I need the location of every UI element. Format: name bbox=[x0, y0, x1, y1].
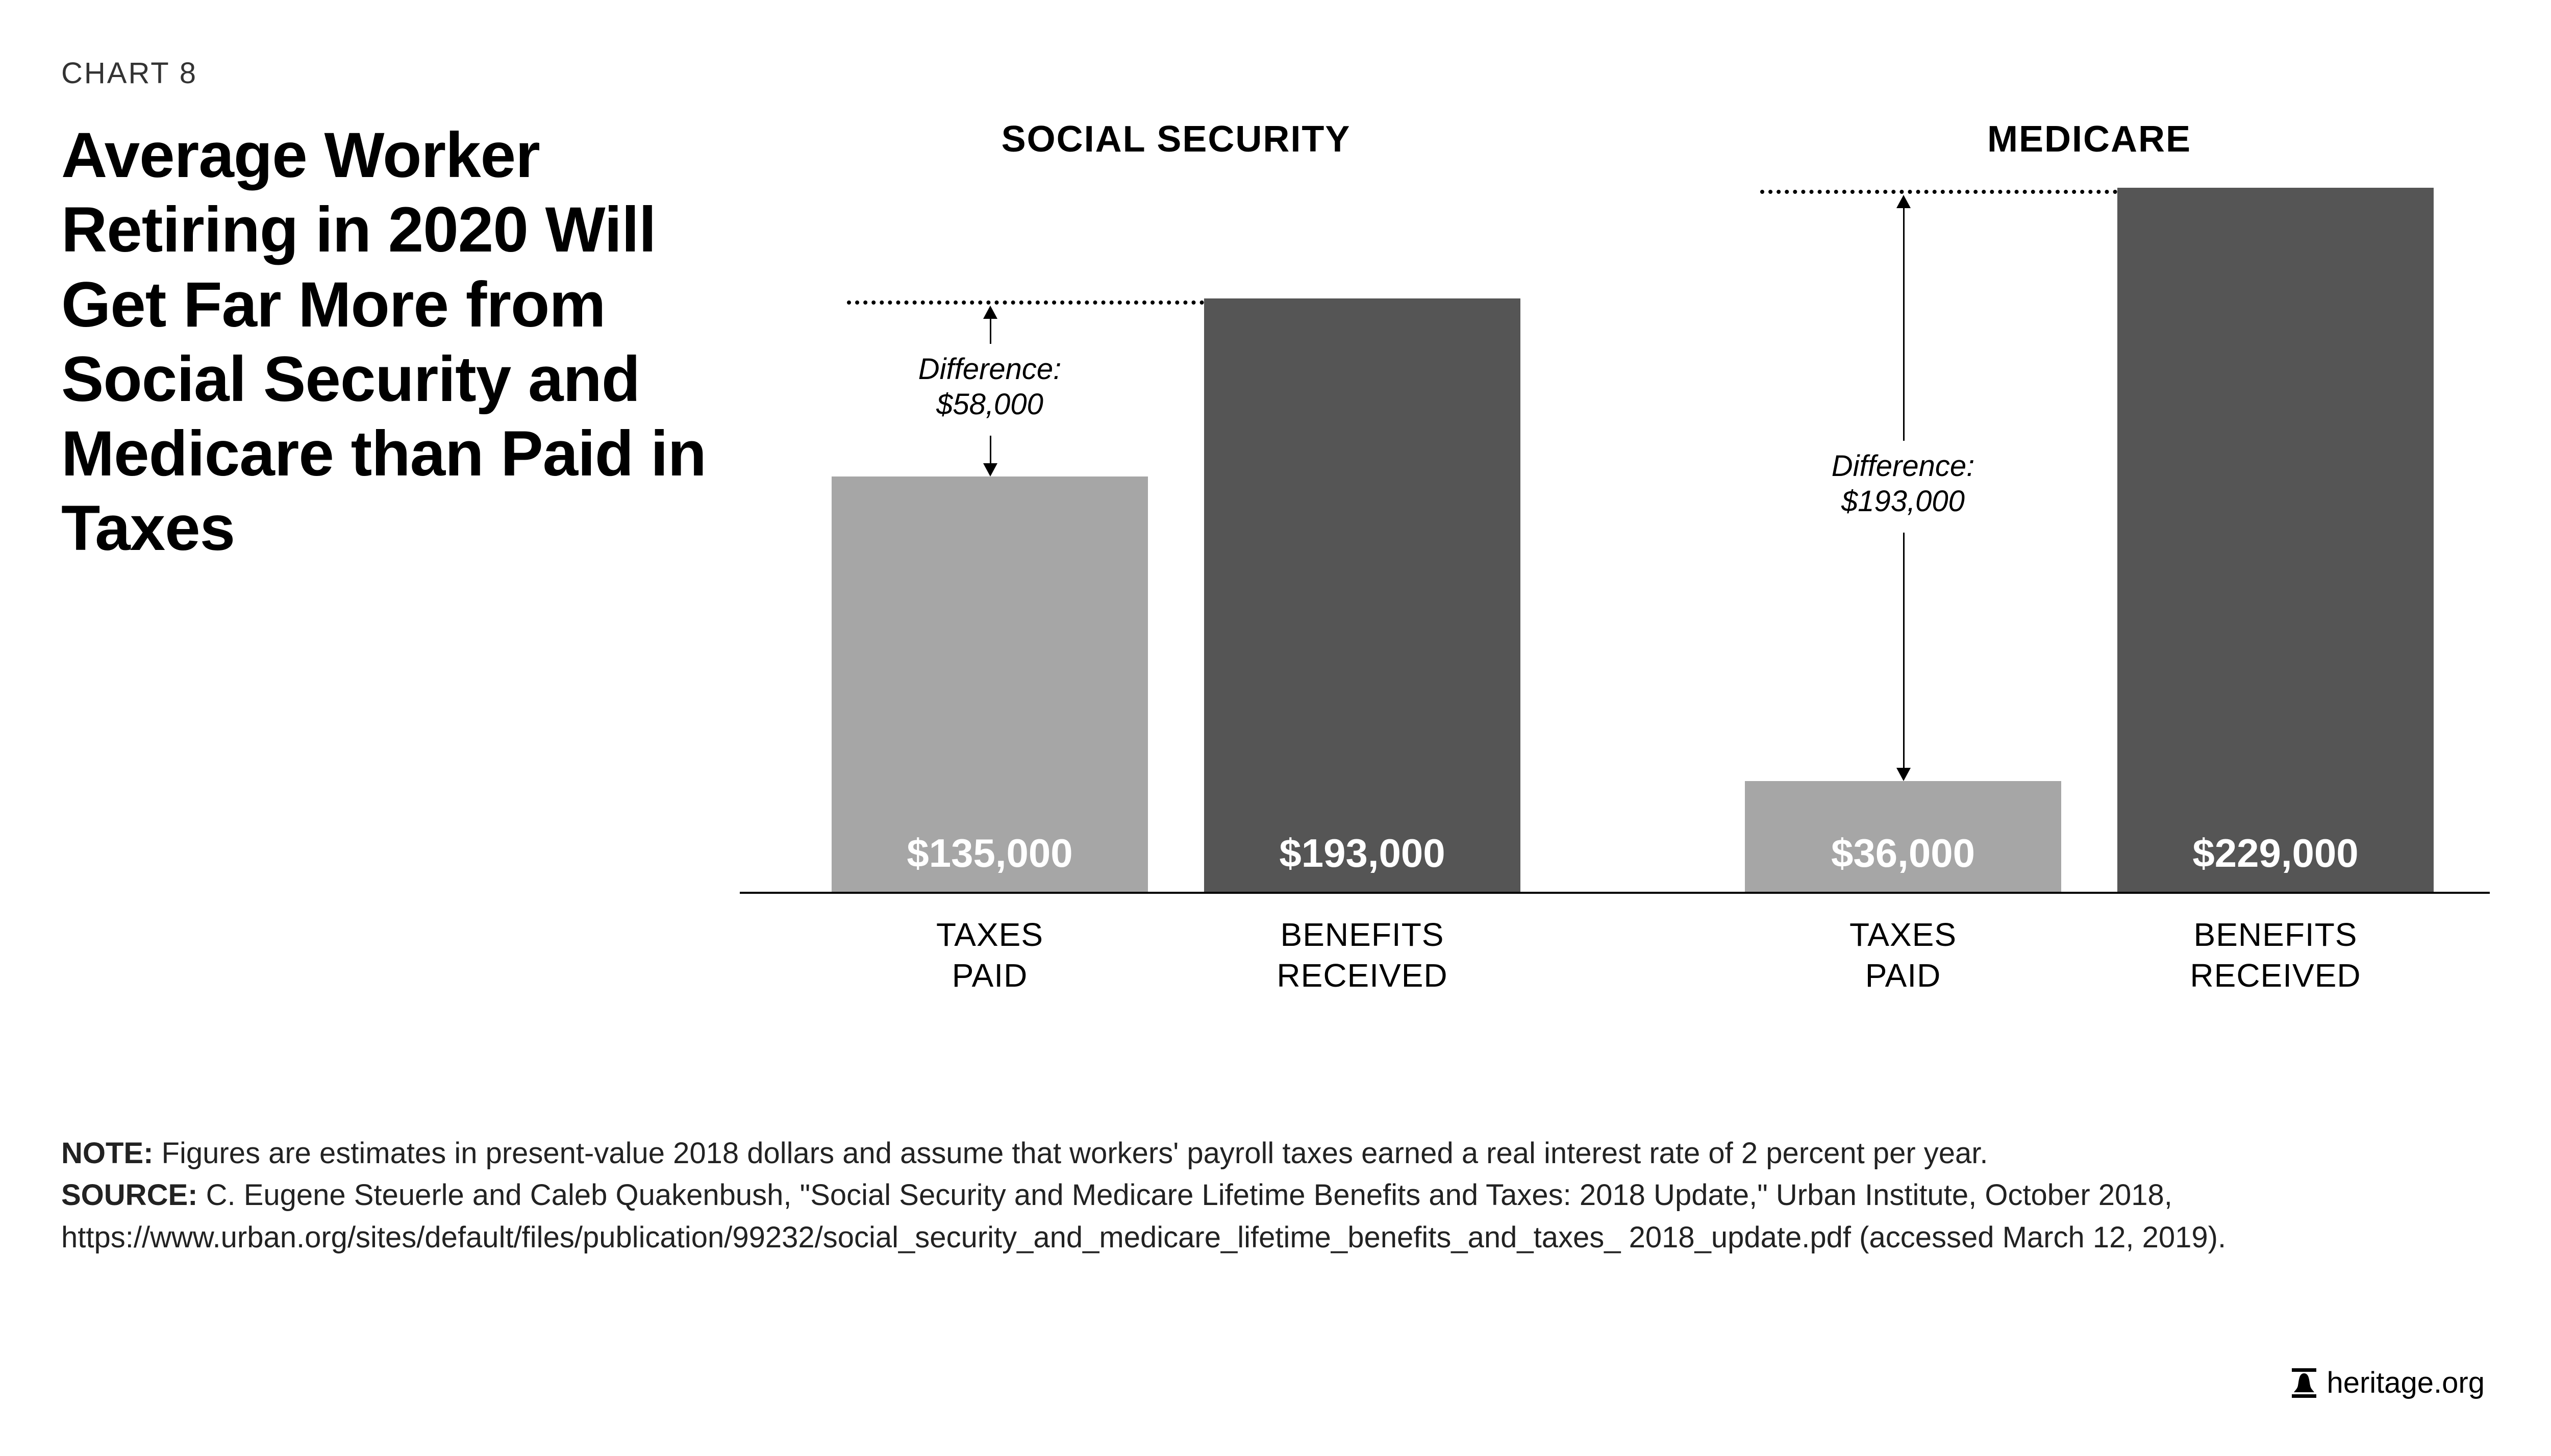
arrow-head-up-icon bbox=[1896, 195, 1911, 208]
source-line: SOURCE: C. Eugene Steuerle and Caleb Qua… bbox=[61, 1174, 2490, 1259]
difference-label: Difference:$58,000 bbox=[832, 352, 1148, 422]
note-text: Figures are estimates in present-value 2… bbox=[153, 1137, 1988, 1170]
chart-plot: SOCIAL SECURITY $135,000 $193,000 Differenc… bbox=[740, 118, 2490, 894]
bell-icon bbox=[2292, 1368, 2316, 1398]
difference-label: Difference:$193,000 bbox=[1745, 448, 2061, 519]
group-title: MEDICARE bbox=[1745, 118, 2434, 160]
benefits-bar: $229,000 bbox=[2117, 188, 2434, 892]
page: CHART 8 Average Worker Retiring in 2020 … bbox=[0, 0, 2551, 1456]
difference-dotted-line bbox=[1760, 190, 2117, 194]
bar-value-label: $229,000 bbox=[2117, 830, 2434, 876]
arrow-head-up-icon bbox=[983, 306, 997, 319]
note-line: NOTE: Figures are estimates in present-v… bbox=[61, 1133, 2490, 1174]
bar-axis-label: TAXESPAID bbox=[832, 914, 1148, 996]
bar-value-label: $135,000 bbox=[832, 830, 1148, 876]
source-text: C. Eugene Steuerle and Caleb Quakenbush,… bbox=[61, 1178, 2226, 1253]
difference-dotted-line bbox=[847, 300, 1204, 305]
source-label: SOURCE: bbox=[61, 1178, 197, 1212]
difference-arrow-upper bbox=[990, 317, 991, 344]
chart-group: SOCIAL SECURITY $135,000 $193,000 Differenc… bbox=[832, 118, 1520, 892]
group-title: SOCIAL SECURITY bbox=[832, 118, 1520, 160]
bar-axis-label: TAXESPAID bbox=[1745, 914, 2061, 996]
arrow-head-down-icon bbox=[983, 463, 997, 476]
chart-group: MEDICARE $36,000 $229,000 Difference:$193,0… bbox=[1745, 118, 2434, 892]
footnotes: NOTE: Figures are estimates in present-v… bbox=[61, 1133, 2490, 1259]
brand: heritage.org bbox=[2292, 1366, 2485, 1400]
taxes-bar: $135,000 bbox=[832, 476, 1148, 892]
benefits-bar: $193,000 bbox=[1204, 298, 1520, 892]
bar-value-label: $193,000 bbox=[1204, 830, 1520, 876]
difference-arrow-lower bbox=[990, 436, 991, 465]
note-label: NOTE: bbox=[61, 1137, 153, 1170]
bar-axis-label: BENEFITSRECEIVED bbox=[2117, 914, 2434, 996]
chart-number-label: CHART 8 bbox=[61, 56, 2490, 90]
taxes-bar: $36,000 bbox=[1745, 781, 2061, 892]
chart-area: SOCIAL SECURITY $135,000 $193,000 Differenc… bbox=[740, 118, 2490, 1016]
bar-value-label: $36,000 bbox=[1745, 830, 2061, 876]
difference-arrow-lower bbox=[1903, 533, 1905, 769]
arrow-head-down-icon bbox=[1896, 768, 1911, 781]
brand-text: heritage.org bbox=[2327, 1366, 2485, 1400]
bar-axis-label: BENEFITSRECEIVED bbox=[1204, 914, 1520, 996]
difference-arrow-upper bbox=[1903, 206, 1905, 441]
headline: Average Worker Retiring in 2020 Will Get… bbox=[61, 118, 740, 566]
top-row: Average Worker Retiring in 2020 Will Get… bbox=[61, 118, 2490, 1016]
